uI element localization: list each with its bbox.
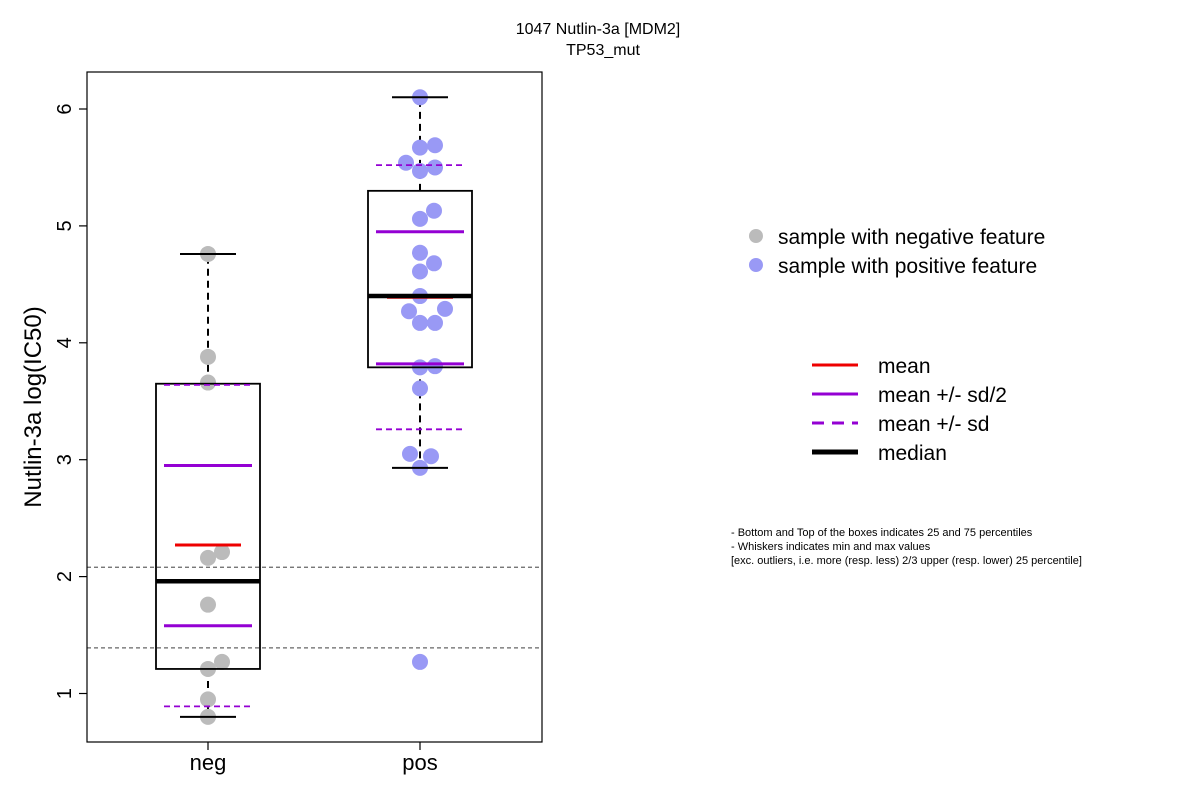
neg-point-6: [214, 653, 230, 670]
pos-point-4: [412, 162, 428, 179]
legend-line-label-1: mean +/- sd/2: [878, 384, 1007, 407]
y-tick-label-5: 6: [54, 103, 76, 114]
note-line-0: - Bottom and Top of the boxes indicates …: [731, 527, 1033, 539]
pos-point-13: [437, 300, 453, 317]
pos-point-22: [412, 653, 428, 670]
pos-point-1: [412, 139, 428, 156]
pos-point-10: [412, 263, 428, 280]
legend-line-label-3: median: [878, 442, 947, 465]
y-tick-label-4: 5: [54, 220, 76, 231]
neg-point-4: [200, 549, 216, 566]
pos-point-3: [398, 154, 414, 171]
pos-point-12: [401, 303, 417, 320]
plot-area: 1 2 3 4 5 6 neg pos: [54, 71, 543, 775]
pos-point-8: [412, 244, 428, 261]
chart-title: 1047 Nutlin-3a [MDM2]: [516, 21, 681, 38]
neg-point-2: [200, 374, 216, 391]
pos-point-19: [402, 445, 418, 462]
pos-point-2: [427, 137, 443, 154]
pos-point-17: [427, 358, 443, 375]
note-line-1: - Whiskers indicates min and max values: [731, 541, 931, 553]
y-tick-label-1: 2: [54, 571, 76, 582]
notes: - Bottom and Top of the boxes indicates …: [731, 527, 1082, 567]
pos-point-14: [412, 314, 428, 331]
neg-box: [155, 382, 261, 670]
y-tick-label-3: 4: [54, 337, 76, 348]
neg-point-8: [200, 691, 216, 708]
legend-point-marker-1: [749, 258, 763, 272]
legend-point-label-1: sample with positive feature: [778, 255, 1037, 278]
neg-point-3: [214, 544, 230, 561]
pos-box: [367, 189, 473, 369]
note-line-2: [exc. outliers, i.e. more (resp. less) 2…: [731, 555, 1082, 567]
neg-point-5: [200, 596, 216, 613]
y-axis-label: Nutlin-3a log(IC50): [20, 306, 47, 507]
pos-point-6: [426, 202, 442, 219]
neg-point-1: [200, 348, 216, 365]
legend-point-label-0: sample with negative feature: [778, 226, 1045, 249]
pos-point-5: [427, 159, 443, 176]
y-tick-label-2: 3: [54, 454, 76, 465]
legend-line-label-0: mean: [878, 355, 931, 378]
plot-frame: [86, 71, 543, 743]
x-tick-label-pos: pos: [402, 750, 437, 775]
pos-point-7: [412, 210, 428, 227]
legend-line-label-2: mean +/- sd: [878, 413, 989, 436]
legend: sample with negative feature sample with …: [749, 226, 1045, 465]
x-tick-label-neg: neg: [190, 750, 227, 775]
chart-subtitle: TP53_mut: [566, 42, 640, 59]
pos-point-18: [412, 380, 428, 397]
pos-point-15: [427, 314, 443, 331]
pos-point-20: [423, 448, 439, 465]
y-tick-label-0: 1: [54, 688, 76, 699]
pos-point-9: [426, 255, 442, 272]
legend-point-marker-0: [749, 229, 763, 243]
